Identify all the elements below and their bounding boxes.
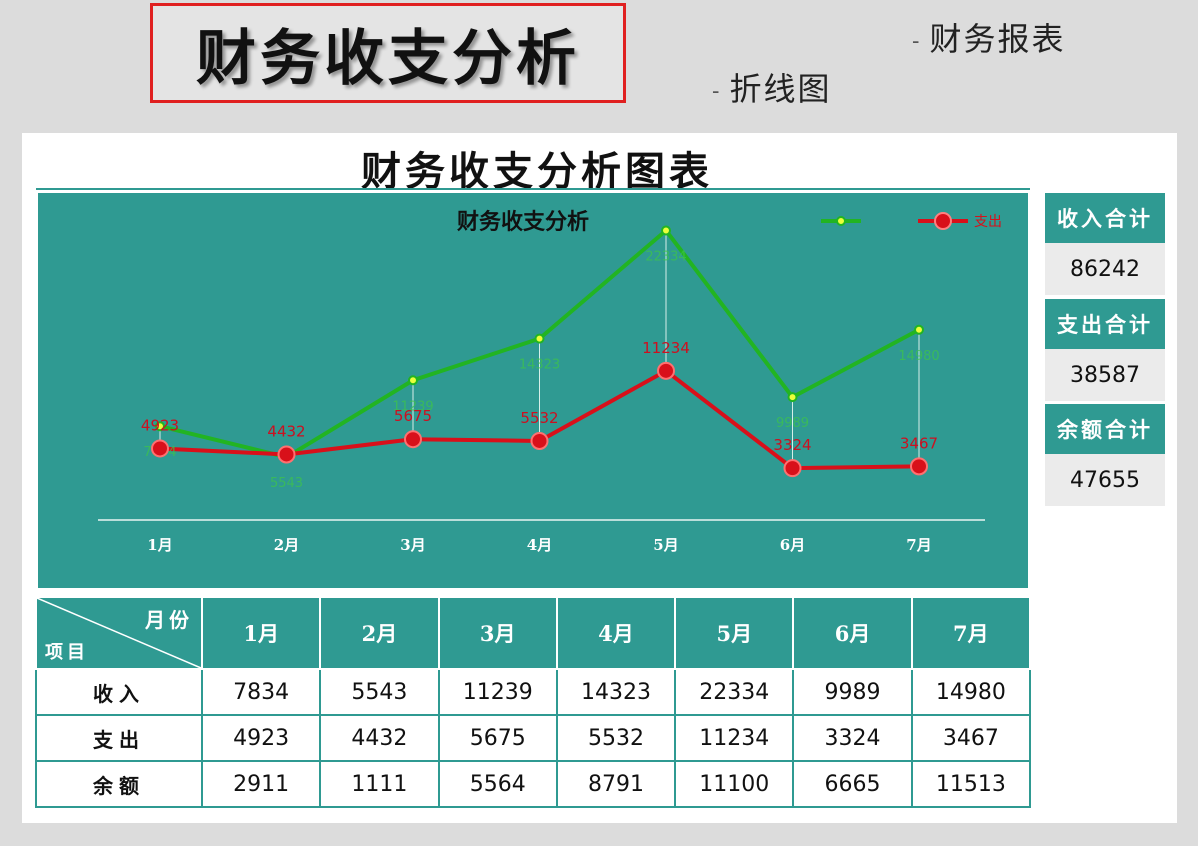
x-tick-label: 6月 xyxy=(780,536,805,554)
table-cell: 9989 xyxy=(792,668,913,716)
income-data-label: 5543 xyxy=(270,476,303,491)
summary-income: 收入合计 86242 xyxy=(1045,193,1165,295)
table-cell: 3467 xyxy=(910,714,1032,762)
table-cell: 5543 xyxy=(319,668,440,716)
tag-dash: - xyxy=(712,79,722,104)
month-header: 1月 xyxy=(200,596,322,670)
expense-point xyxy=(151,439,169,458)
income-data-label: 22334 xyxy=(645,249,686,264)
income-data-label: 14323 xyxy=(519,358,560,373)
month-header: 7月 xyxy=(910,596,1032,670)
income-data-label: 14980 xyxy=(898,349,939,364)
tag-dash: - xyxy=(912,29,922,54)
panel-title: 财务收支分析图表 xyxy=(361,148,713,195)
table-header-row: 月份 项目 1月 2月 3月 4月 5月 6月 7月 xyxy=(35,596,1032,670)
x-tick-label: 4月 xyxy=(527,536,552,554)
table-cell: 4432 xyxy=(319,714,440,762)
row-label: 余额 xyxy=(35,760,203,808)
tag-line-chart: - 折线图 xyxy=(712,64,831,110)
expense-data-label: 4432 xyxy=(267,422,305,440)
table-cell: 3324 xyxy=(792,714,913,762)
month-header: 4月 xyxy=(555,596,677,670)
expense-data-label: 11234 xyxy=(642,339,690,357)
table-cell: 6665 xyxy=(792,760,913,808)
table-cell: 7834 xyxy=(200,668,322,716)
tag-line-chart-label: 折线图 xyxy=(729,70,832,108)
x-tick-label: 2月 xyxy=(274,536,299,554)
expense-data-label: 4923 xyxy=(141,416,179,434)
table-row-expense: 支出 4923 4432 5675 5532 11234 3324 3467 xyxy=(35,714,1032,762)
summary-expense-label: 支出合计 xyxy=(1045,299,1165,349)
expense-data-label: 5532 xyxy=(520,409,558,427)
x-tick-label: 5月 xyxy=(653,536,678,554)
expense-data-label: 5675 xyxy=(394,407,432,425)
table-cell: 14980 xyxy=(910,668,1032,716)
income-point xyxy=(155,421,165,432)
x-tick-label: 3月 xyxy=(400,536,425,554)
x-tick-label: 7月 xyxy=(906,536,931,554)
income-point xyxy=(787,392,798,403)
month-header: 3月 xyxy=(437,596,558,670)
summary-balance-label: 余额合计 xyxy=(1045,404,1165,454)
table-cell: 11513 xyxy=(910,760,1032,808)
table-cell: 11100 xyxy=(674,760,795,808)
expense-data-label: 3467 xyxy=(900,434,938,452)
table-cell: 14323 xyxy=(555,668,677,716)
income-point xyxy=(408,375,418,386)
legend-expense-marker xyxy=(934,212,952,230)
corner-item-label: 项目 xyxy=(45,642,89,663)
table-corner-cell: 月份 项目 xyxy=(35,596,203,670)
title-divider xyxy=(36,188,1030,190)
table-cell: 2911 xyxy=(200,760,322,808)
expense-point xyxy=(657,361,675,380)
summary-income-label: 收入合计 xyxy=(1045,193,1165,243)
expense-point xyxy=(783,459,802,478)
corner-month-label: 月份 xyxy=(145,608,193,632)
chart-area: 财务收支分析支出783449231月554344322月1123956753月1… xyxy=(38,193,1028,588)
summary-expense-value: 38587 xyxy=(1045,349,1165,401)
summary-income-value: 86242 xyxy=(1045,243,1165,295)
income-point xyxy=(914,324,924,335)
table-row-income: 收入 7834 5543 11239 14323 22334 9989 1498… xyxy=(35,668,1032,716)
expense-point xyxy=(404,430,422,449)
table-cell: 8791 xyxy=(555,760,677,808)
data-table: 月份 项目 1月 2月 3月 4月 5月 6月 7月 收入 7834 5543 … xyxy=(35,596,1032,808)
table-cell: 11234 xyxy=(674,714,795,762)
line-chart: 财务收支分析支出783449231月554344322月1123956753月1… xyxy=(98,209,1002,554)
tag-report-label: 财务报表 xyxy=(929,20,1066,58)
expense-data-label: 3324 xyxy=(773,436,811,454)
legend-expense-label: 支出 xyxy=(974,214,1002,230)
table-cell: 11239 xyxy=(437,668,558,716)
expense-point xyxy=(277,445,296,464)
row-label: 支出 xyxy=(35,714,203,762)
month-header: 2月 xyxy=(319,596,440,670)
table-cell: 4923 xyxy=(200,714,322,762)
table-cell: 1111 xyxy=(319,760,440,808)
summary-expense: 支出合计 38587 xyxy=(1045,299,1165,401)
expense-point xyxy=(530,431,549,450)
expense-point xyxy=(910,457,928,476)
income-point xyxy=(661,225,671,236)
summary-balance: 余额合计 47655 xyxy=(1045,404,1165,506)
table-row-balance: 余额 2911 1111 5564 8791 11100 6665 11513 xyxy=(35,760,1032,808)
x-tick-label: 1月 xyxy=(147,536,172,554)
report-panel: 财务收支分析图表 财务收支分析支出783449231月554344322月112… xyxy=(22,133,1177,823)
table-cell: 5532 xyxy=(555,714,677,762)
table-cell: 5675 xyxy=(437,714,558,762)
chart-title: 财务收支分析 xyxy=(457,209,589,235)
row-label: 收入 xyxy=(35,668,203,716)
month-header: 5月 xyxy=(674,596,795,670)
tag-report: - 财务报表 xyxy=(912,14,1065,60)
income-data-label: 11239 xyxy=(392,399,433,414)
summary-balance-value: 47655 xyxy=(1045,454,1165,506)
income-data-label: 9989 xyxy=(776,416,809,431)
month-header: 6月 xyxy=(792,596,913,670)
table-cell: 5564 xyxy=(437,760,558,808)
income-point xyxy=(534,333,545,344)
legend-income-marker xyxy=(836,216,846,226)
page-title: 财务收支分析 xyxy=(150,3,626,103)
table-cell: 22334 xyxy=(674,668,795,716)
